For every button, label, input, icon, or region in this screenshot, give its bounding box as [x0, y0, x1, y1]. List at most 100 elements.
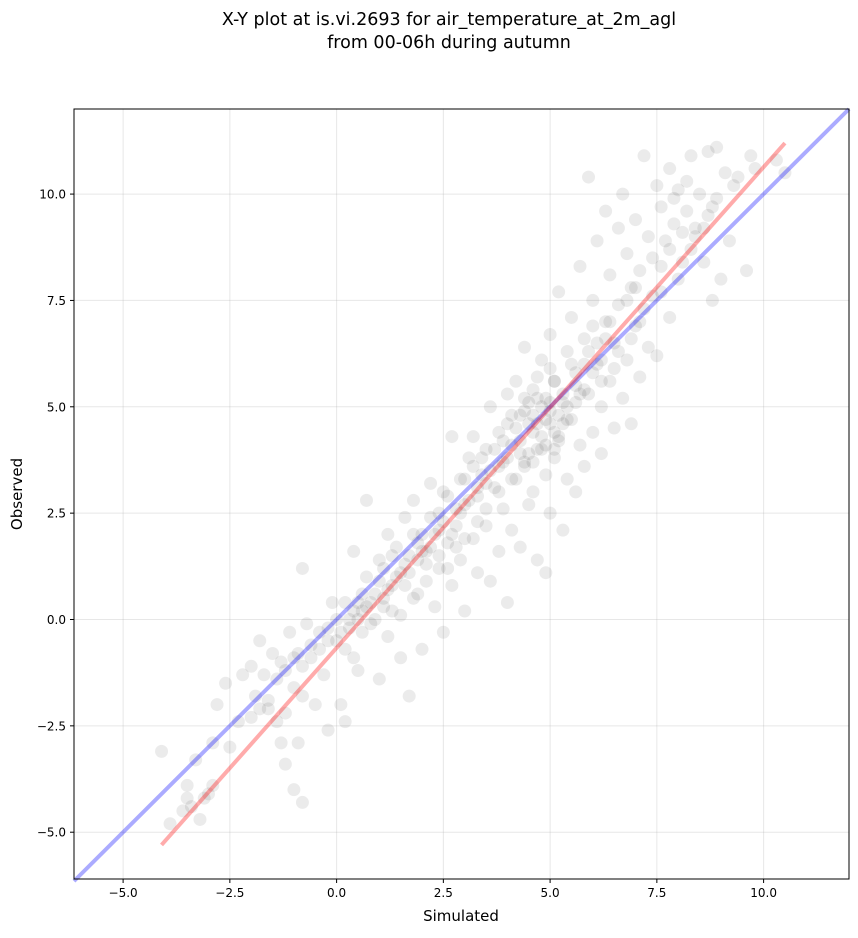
data-point: [453, 553, 467, 567]
data-point: [530, 370, 544, 384]
data-point: [539, 468, 553, 482]
data-point: [313, 642, 327, 656]
data-point: [714, 272, 728, 286]
data-point: [573, 387, 587, 401]
data-point: [359, 570, 373, 584]
data-point: [697, 221, 711, 235]
data-point: [377, 600, 391, 614]
data-point: [479, 502, 493, 516]
data-point: [488, 481, 502, 495]
data-point: [406, 527, 420, 541]
data-point: [372, 672, 386, 686]
data-point: [368, 587, 382, 601]
data-point: [517, 404, 531, 418]
x-tick-label: −5.0: [109, 886, 138, 900]
data-point: [261, 702, 275, 716]
data-point: [483, 574, 497, 588]
x-tick-label: 2.5: [434, 886, 453, 900]
data-point: [517, 391, 531, 405]
data-point: [629, 281, 643, 295]
x-tick-label: 0.0: [327, 886, 346, 900]
data-point: [330, 612, 344, 626]
data-point: [155, 744, 169, 758]
data-point: [705, 200, 719, 214]
data-point: [624, 332, 638, 346]
data-point: [530, 553, 544, 567]
data-point: [552, 408, 566, 422]
data-point: [543, 404, 557, 418]
data-point: [462, 451, 476, 465]
data-point: [556, 387, 570, 401]
data-point: [372, 553, 386, 567]
data-point: [184, 800, 198, 814]
data-point: [552, 430, 566, 444]
data-point: [436, 625, 450, 639]
data-point: [594, 353, 608, 367]
data-point: [667, 191, 681, 205]
data-point: [543, 417, 557, 431]
data-point: [197, 791, 211, 805]
data-point: [547, 374, 561, 388]
data-point: [599, 315, 613, 329]
data-point: [424, 540, 438, 554]
data-point: [526, 455, 540, 469]
data-point: [257, 668, 271, 682]
data-point: [244, 659, 258, 673]
data-point: [633, 315, 647, 329]
y-axis-label: Observed: [8, 458, 26, 530]
data-point: [402, 689, 416, 703]
data-point: [603, 268, 617, 282]
data-point: [163, 817, 177, 831]
identity-line: [72, 107, 851, 883]
data-point: [547, 425, 561, 439]
data-point: [569, 379, 583, 393]
data-point: [543, 396, 557, 410]
data-point: [535, 430, 549, 444]
data-point: [769, 153, 783, 167]
data-point: [406, 493, 420, 507]
data-point: [355, 625, 369, 639]
x-tick-label: 5.0: [541, 886, 560, 900]
data-point: [577, 459, 591, 473]
x-tick-label: 10.0: [750, 886, 777, 900]
data-point: [278, 706, 292, 720]
grid: [74, 109, 849, 879]
data-point: [449, 519, 463, 533]
data-point: [500, 595, 514, 609]
data-point: [428, 600, 442, 614]
data-point: [347, 604, 361, 618]
data-point: [274, 655, 288, 669]
data-point: [611, 221, 625, 235]
data-point: [535, 400, 549, 414]
data-point: [394, 651, 408, 665]
data-point: [270, 672, 284, 686]
data-point: [411, 553, 425, 567]
data-point: [560, 400, 574, 414]
data-point: [509, 472, 523, 486]
data-point: [505, 438, 519, 452]
data-point: [287, 651, 301, 665]
data-point: [466, 532, 480, 546]
data-point: [274, 736, 288, 750]
data-point: [492, 544, 506, 558]
data-point: [688, 230, 702, 244]
data-point: [270, 715, 284, 729]
data-point: [471, 489, 485, 503]
data-point: [539, 391, 553, 405]
data-point: [688, 221, 702, 235]
data-point: [543, 362, 557, 376]
data-point: [509, 374, 523, 388]
data-point: [402, 549, 416, 563]
data-point: [586, 425, 600, 439]
data-point: [663, 162, 677, 176]
data-point: [381, 583, 395, 597]
data-point: [389, 540, 403, 554]
y-tick-label: −2.5: [37, 719, 66, 733]
data-point: [611, 344, 625, 358]
data-point: [261, 693, 275, 707]
data-point: [620, 293, 634, 307]
data-point: [522, 498, 536, 512]
data-point: [432, 523, 446, 537]
